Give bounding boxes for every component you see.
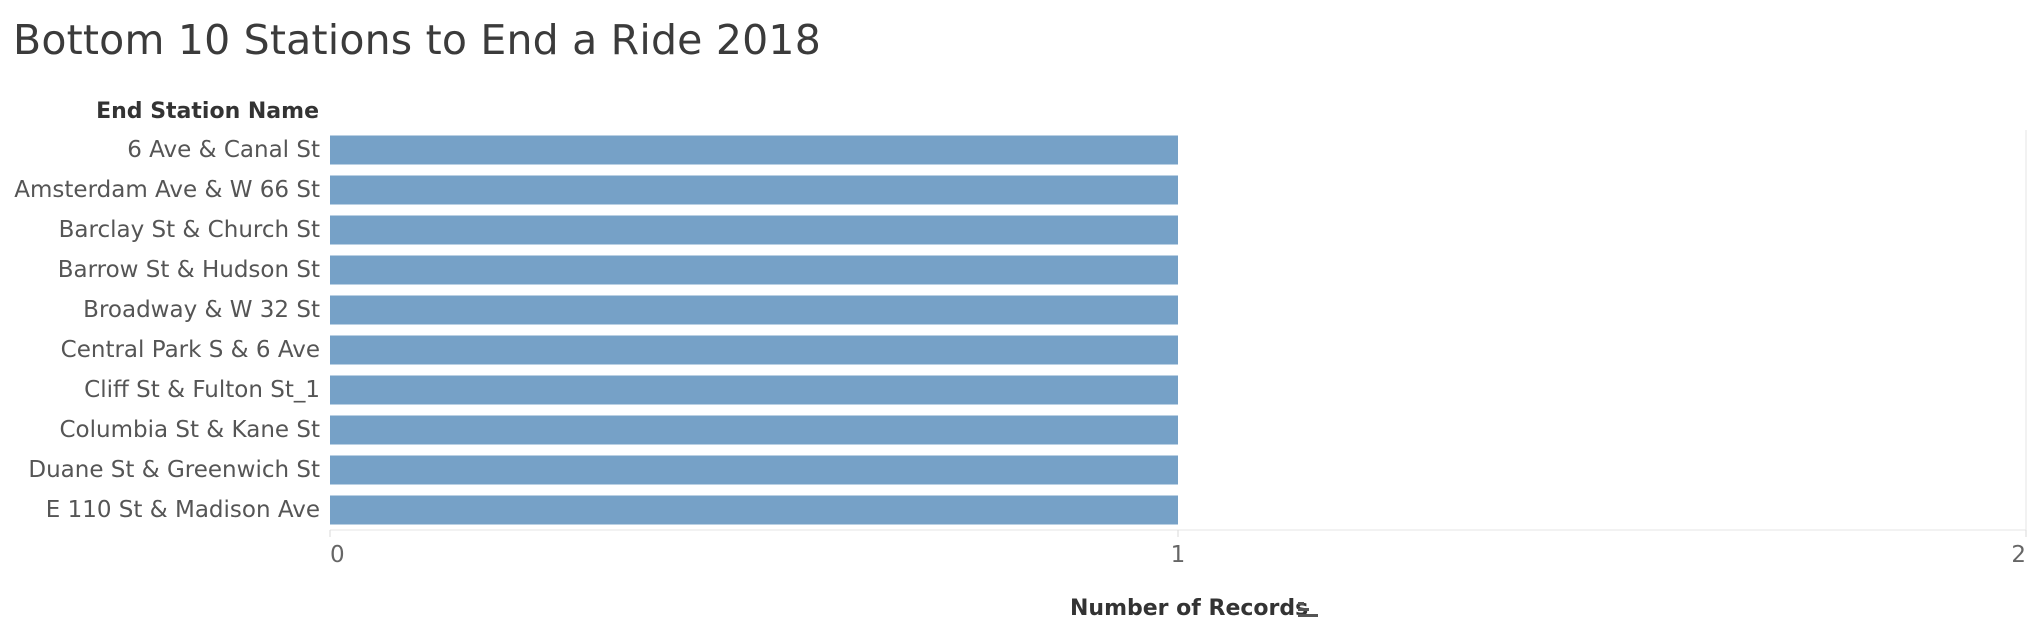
- bar[interactable]: [330, 295, 1178, 325]
- category-label: Broadway & W 32 St: [83, 297, 320, 323]
- category-label: E 110 St & Madison Ave: [46, 497, 320, 523]
- category-label: Duane St & Greenwich St: [28, 457, 320, 483]
- bar[interactable]: [330, 175, 1178, 205]
- bar[interactable]: [330, 135, 1178, 165]
- category-label: Barrow St & Hudson St: [58, 257, 320, 283]
- bar[interactable]: [330, 415, 1178, 445]
- bar[interactable]: [330, 215, 1178, 245]
- bar[interactable]: [330, 335, 1178, 365]
- category-label: Cliff St & Fulton St_1: [84, 377, 320, 403]
- chart-title: Bottom 10 Stations to End a Ride 2018: [13, 16, 821, 64]
- x-axis-ticks: 0 1 2: [329, 530, 2027, 568]
- x-axis-title: Number of Records: [1070, 596, 1309, 621]
- category-label: Amsterdam Ave & W 66 St: [14, 177, 320, 203]
- x-tick-label: 1: [1171, 542, 1186, 568]
- category-label: 6 Ave & Canal St: [127, 137, 320, 163]
- bar[interactable]: [330, 255, 1178, 285]
- category-label: Barclay St & Church St: [59, 217, 320, 243]
- row-header: End Station Name: [96, 99, 319, 124]
- bar[interactable]: [330, 495, 1178, 525]
- category-label: Columbia St & Kane St: [59, 417, 320, 443]
- x-tick-label: 2: [2011, 542, 2026, 568]
- bars: [330, 135, 1178, 525]
- bar[interactable]: [330, 455, 1178, 485]
- category-label: Central Park S & 6 Ave: [61, 337, 320, 363]
- x-tick-label: 0: [330, 542, 345, 568]
- bar[interactable]: [330, 375, 1178, 405]
- category-labels: 6 Ave & Canal St Amsterdam Ave & W 66 St B…: [14, 137, 320, 523]
- sort-descending-icon[interactable]: [1297, 598, 1319, 620]
